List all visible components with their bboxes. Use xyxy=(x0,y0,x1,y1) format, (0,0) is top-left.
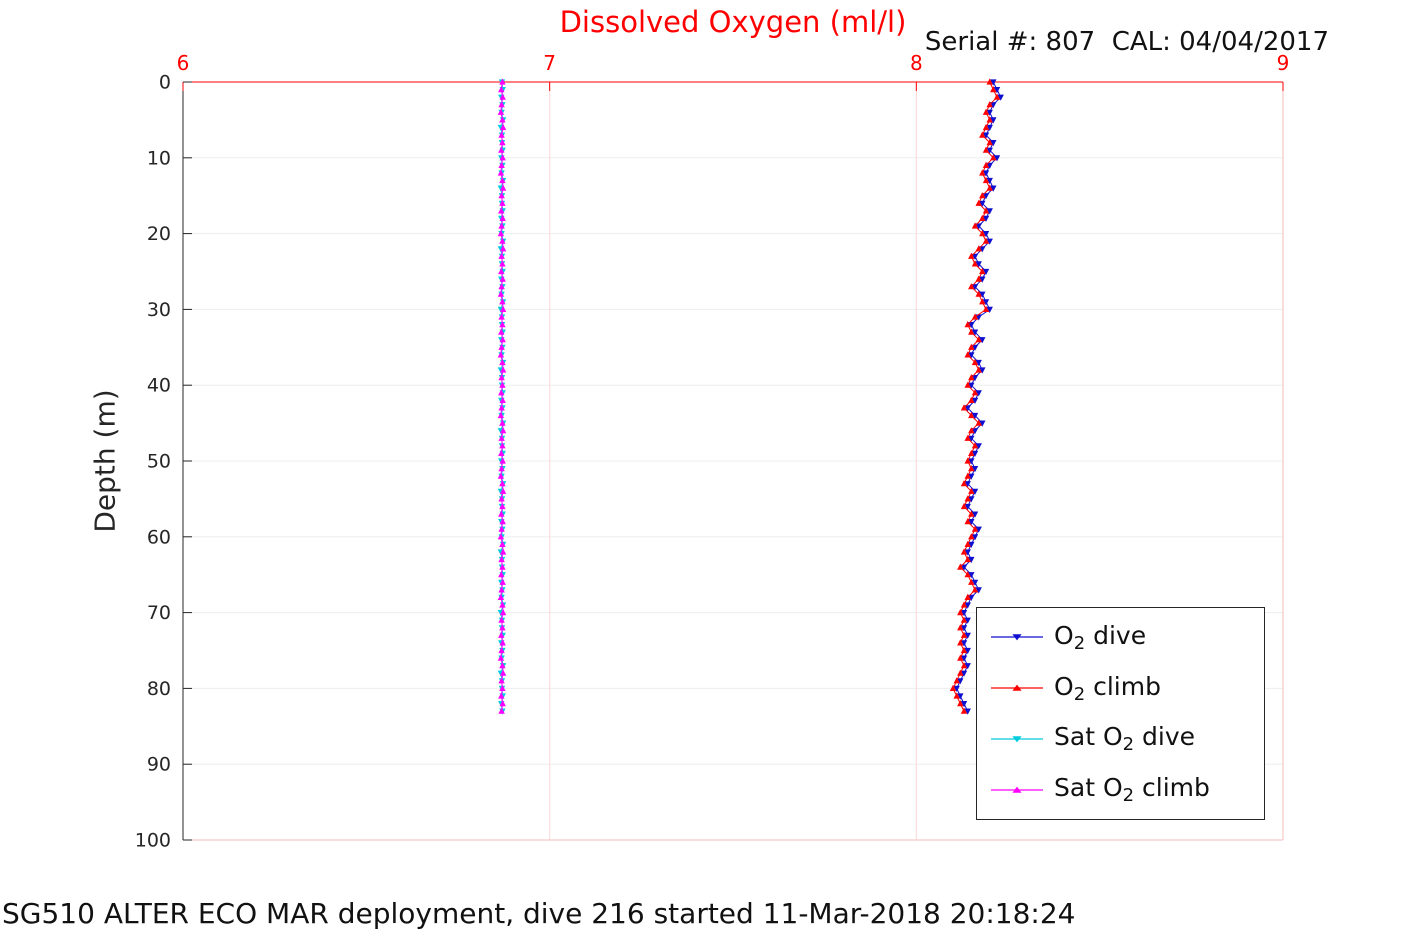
svg-text:8: 8 xyxy=(910,51,923,75)
series-o2-climb xyxy=(949,78,1001,714)
legend-item-o2-dive: O2 dive xyxy=(989,621,1264,654)
legend-sample-o2-dive xyxy=(991,634,1043,641)
svg-text:9: 9 xyxy=(1277,51,1290,75)
up-triangle-icon xyxy=(1012,786,1022,793)
legend-sample-o2-climb xyxy=(991,684,1043,691)
svg-text:50: 50 xyxy=(147,451,171,473)
down-triangle-icon xyxy=(1012,634,1022,641)
up-triangle-icon xyxy=(1012,684,1022,691)
svg-text:40: 40 xyxy=(147,375,171,397)
svg-text:0: 0 xyxy=(159,72,171,94)
legend-sample-sat-o2-climb xyxy=(991,786,1043,793)
legend-label: O2 climb xyxy=(1054,671,1161,705)
svg-text:7: 7 xyxy=(543,51,556,75)
series-sat-o2-climb xyxy=(497,78,507,714)
legend-label: Sat O2 dive xyxy=(1054,722,1196,756)
legend-sample-sat-o2-dive xyxy=(991,736,1043,743)
svg-text:60: 60 xyxy=(147,526,171,548)
serial-cal-text: Serial #: 807 CAL: 04/04/2017 xyxy=(924,27,1329,57)
svg-text:10: 10 xyxy=(147,147,171,169)
axes-box xyxy=(182,81,1284,841)
svg-text:30: 30 xyxy=(147,299,171,321)
svg-text:70: 70 xyxy=(147,602,171,624)
svg-text:80: 80 xyxy=(147,678,171,700)
down-triangle-icon xyxy=(1012,736,1022,743)
legend-label: Sat O2 climb xyxy=(1054,773,1210,807)
svg-text:90: 90 xyxy=(147,754,171,776)
svg-text:100: 100 xyxy=(135,830,171,852)
chart-title: Dissolved Oxygen (ml/l) xyxy=(559,5,907,39)
svg-text:20: 20 xyxy=(147,223,171,245)
legend-label: O2 dive xyxy=(1054,620,1147,654)
legend-box: O2 dive O2 climb Sat O2 dive Sat O2 clim… xyxy=(976,607,1265,820)
legend-item-sat-o2-climb: Sat O2 climb xyxy=(989,773,1264,806)
series-o2-dive xyxy=(953,79,1004,715)
gridlines xyxy=(183,82,1283,840)
legend-item-o2-climb: O2 climb xyxy=(989,672,1264,705)
legend-item-sat-o2-dive: Sat O2 dive xyxy=(989,722,1264,755)
svg-text:6: 6 xyxy=(177,51,190,75)
deployment-caption: SG510 ALTER ECO MAR deployment, dive 216… xyxy=(2,897,1076,930)
